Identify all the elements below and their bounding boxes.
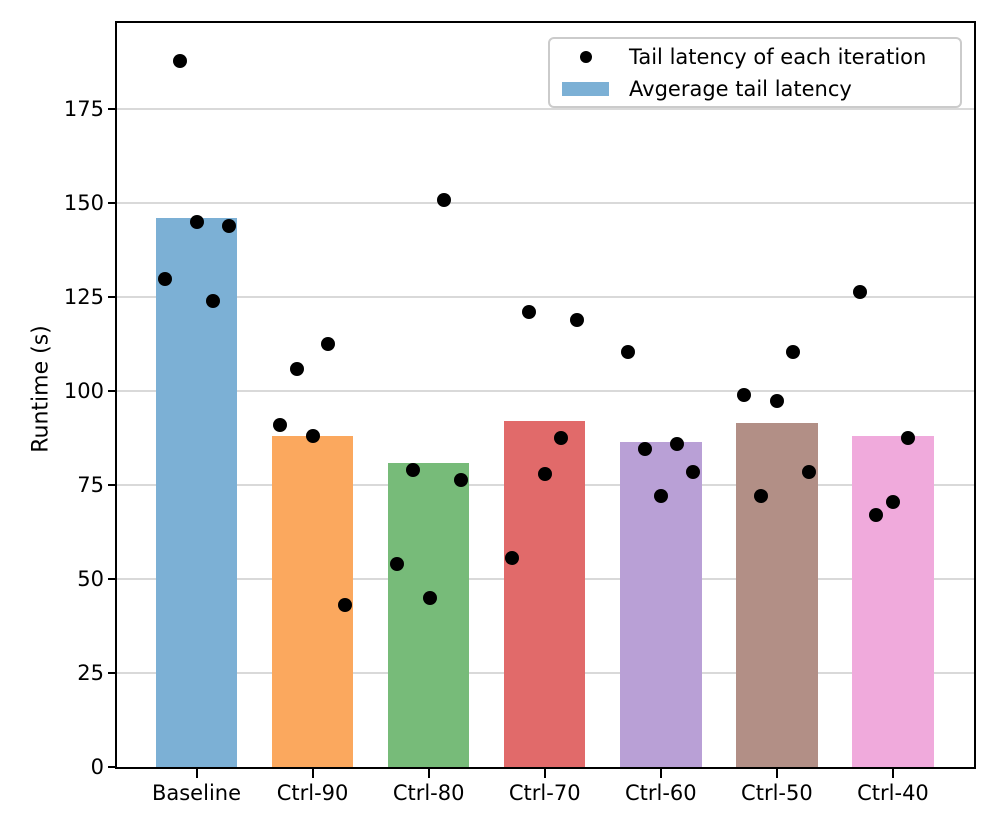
gridline xyxy=(117,202,974,205)
scatter-dot xyxy=(405,463,420,478)
x-tick-mark xyxy=(659,769,662,778)
y-tick-mark xyxy=(108,202,117,205)
x-tick-label: Ctrl-40 xyxy=(857,781,929,805)
legend-marker-column xyxy=(550,81,621,96)
y-tick-label: 175 xyxy=(63,97,104,122)
scatter-dot xyxy=(321,337,336,352)
y-tick-label: 100 xyxy=(63,379,104,404)
x-tick-mark xyxy=(775,769,778,778)
bar-ctrl-80 xyxy=(387,462,470,767)
scatter-dot xyxy=(686,465,701,480)
scatter-dot xyxy=(190,215,204,230)
y-tick-mark xyxy=(108,484,117,487)
x-tick-label: Baseline xyxy=(151,781,242,805)
plot-area xyxy=(115,21,976,769)
x-tick-mark xyxy=(195,769,198,778)
scatter-dot-marker-icon xyxy=(579,50,592,63)
x-tick-label: Ctrl-80 xyxy=(392,781,465,805)
x-tick-label: Ctrl-90 xyxy=(276,781,349,805)
y-tick-mark xyxy=(108,296,117,299)
y-tick-mark xyxy=(108,108,117,111)
bar-ctrl-40 xyxy=(852,436,934,767)
scatter-dot xyxy=(753,489,768,504)
gridline xyxy=(117,296,974,299)
scatter-dot xyxy=(273,418,288,433)
scatter-dot xyxy=(853,284,868,299)
scatter-dot xyxy=(868,508,883,523)
bar-patch-marker-icon xyxy=(562,81,609,96)
scatter-dot xyxy=(885,495,900,510)
x-tick-label: Ctrl-70 xyxy=(508,781,581,805)
legend-label-bar: Avgerage tail latency xyxy=(629,76,852,101)
scatter-dot xyxy=(173,53,187,68)
scatter-dot xyxy=(554,431,569,446)
scatter-dot xyxy=(570,312,585,327)
scatter-dot xyxy=(306,429,321,444)
scatter-dot xyxy=(504,551,519,566)
scatter-dot xyxy=(670,436,685,451)
bar-ctrl-50 xyxy=(736,423,818,767)
y-tick-label: 25 xyxy=(77,661,104,686)
y-tick-mark xyxy=(108,766,117,768)
x-tick-mark xyxy=(543,769,546,778)
scatter-dot xyxy=(389,557,404,572)
legend-entry-scatter: Tail latency of each iteration xyxy=(550,41,960,73)
legend-label-scatter: Tail latency of each iteration xyxy=(629,44,927,69)
scatter-dot xyxy=(206,294,220,309)
plot-inner xyxy=(117,23,974,767)
scatter-dot xyxy=(654,489,669,504)
scatter-dot xyxy=(437,192,452,207)
scatter-dot xyxy=(521,305,536,320)
scatter-dot xyxy=(538,466,553,481)
legend-marker-column xyxy=(550,50,621,63)
x-tick-mark xyxy=(427,769,430,778)
scatter-dot xyxy=(222,218,236,233)
scatter-dot xyxy=(637,442,652,457)
x-tick-mark xyxy=(891,769,894,778)
y-tick-label: 50 xyxy=(77,567,104,592)
y-tick-mark xyxy=(108,390,117,393)
x-tick-label: Ctrl-60 xyxy=(624,781,697,805)
legend-entry-bar: Avgerage tail latency xyxy=(550,73,960,105)
y-tick-mark xyxy=(108,672,117,675)
bar-baseline xyxy=(155,218,238,767)
scatter-dot xyxy=(620,344,635,359)
y-tick-label: 75 xyxy=(77,473,104,498)
y-tick-label: 0 xyxy=(90,755,104,779)
legend: Tail latency of each iteration Avgerage … xyxy=(548,37,962,108)
scatter-dot xyxy=(454,472,469,487)
y-tick-label: 150 xyxy=(63,191,104,216)
y-tick-label: 125 xyxy=(63,285,104,310)
y-tick-mark xyxy=(108,578,117,581)
scatter-dot xyxy=(423,590,438,605)
gridline xyxy=(117,390,974,393)
scatter-dot xyxy=(289,361,304,376)
scatter-dot xyxy=(785,344,800,359)
scatter-dot xyxy=(801,465,816,480)
x-tick-mark xyxy=(311,769,314,778)
scatter-dot xyxy=(736,388,751,402)
x-tick-label: Ctrl-50 xyxy=(741,781,813,805)
scatter-dot xyxy=(158,271,172,286)
gridline xyxy=(117,108,974,111)
scatter-dot xyxy=(769,393,784,408)
scatter-dot xyxy=(901,431,916,446)
scatter-dot xyxy=(338,598,353,613)
